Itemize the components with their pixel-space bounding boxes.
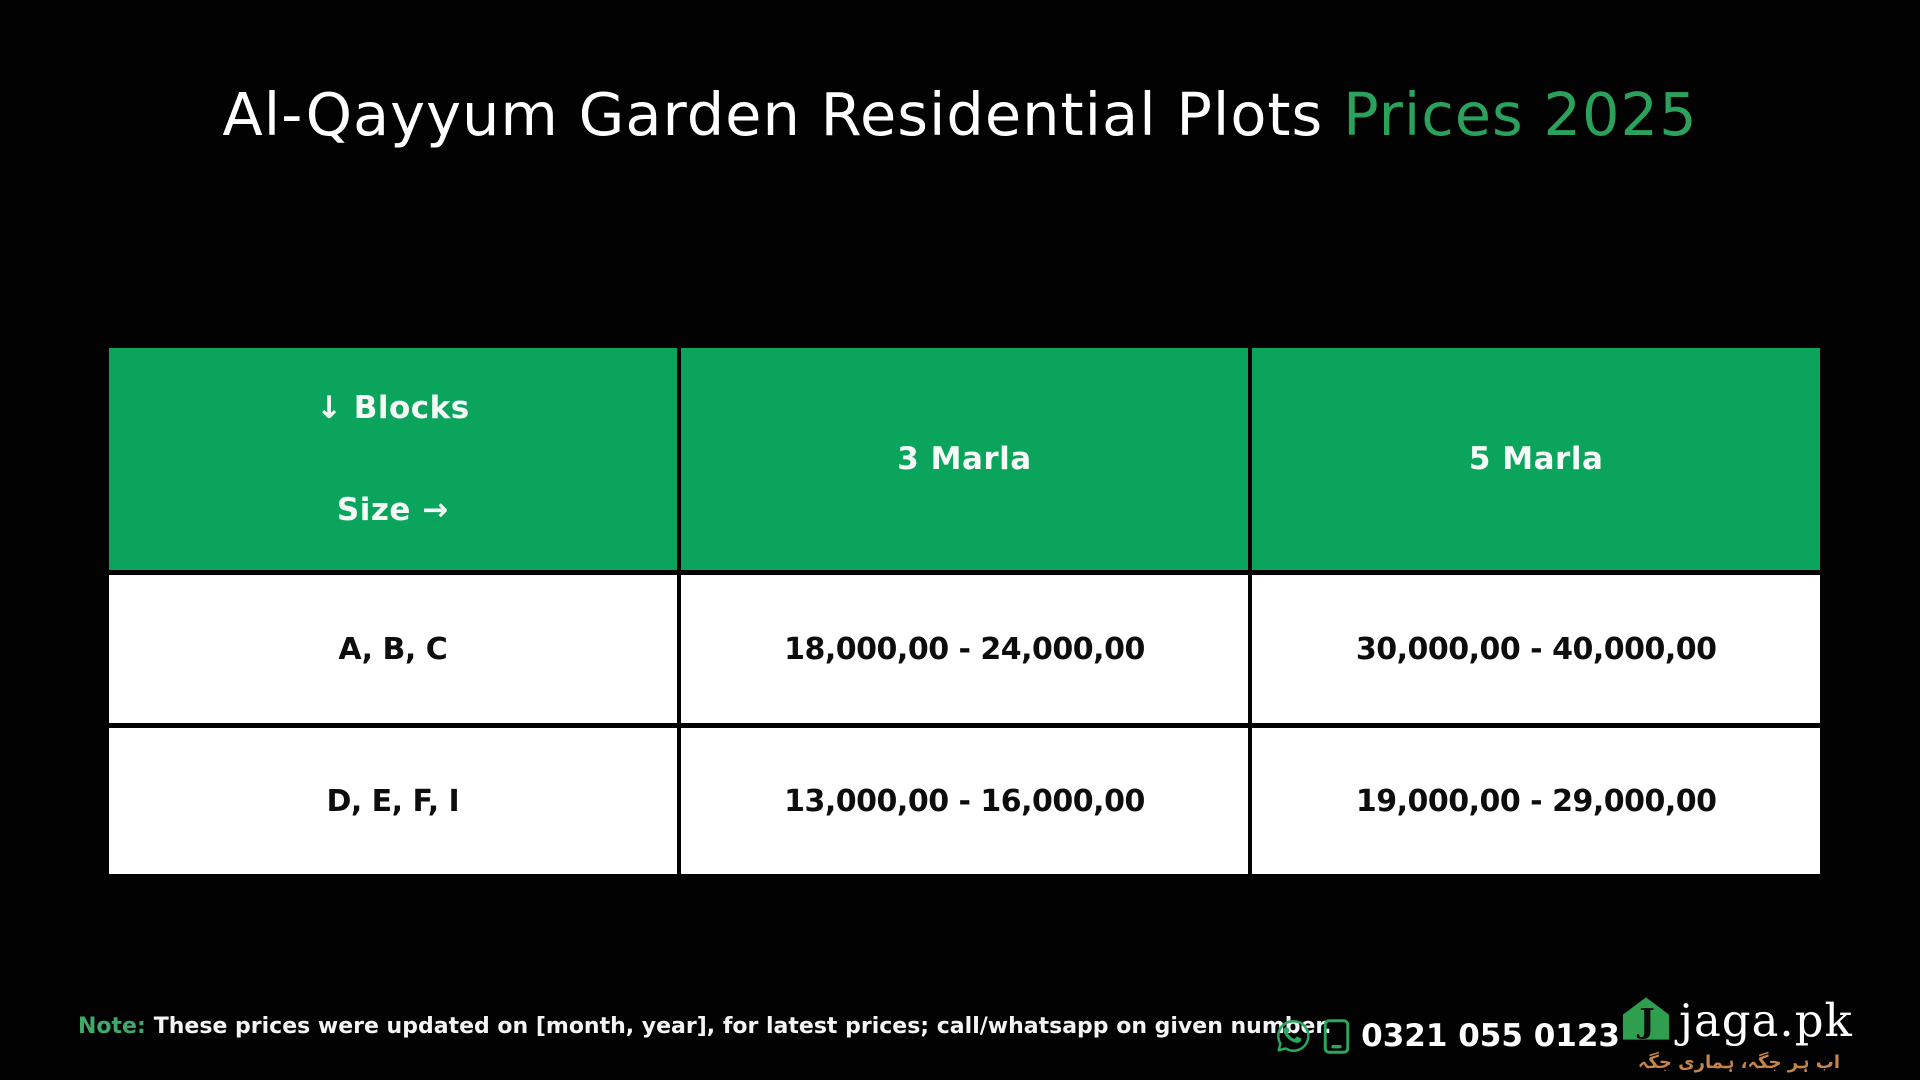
house-logo-icon: J bbox=[1622, 996, 1670, 1045]
row-1-blocks-cell: A, B, C bbox=[109, 575, 677, 723]
row-1-3-marla-price-cell: 18,000,00 - 24,000,00 bbox=[680, 575, 1249, 723]
column-header-5-marla: 5 Marla bbox=[1252, 348, 1820, 570]
brand-tagline-urdu: اب ہر جگہ، ہماری جگہ bbox=[1637, 1052, 1840, 1073]
size-header-label: Size → bbox=[336, 492, 449, 528]
svg-text:J: J bbox=[1636, 1001, 1654, 1040]
row-2-5-marla-price-cell: 19,000,00 - 29,000,00 bbox=[1252, 728, 1820, 874]
page-title: Al-Qayyum Garden Residential Plots Price… bbox=[0, 80, 1920, 149]
price-table: ↓ Blocks Size → 3 Marla 5 Marla A, B, C … bbox=[109, 348, 1820, 874]
contact-block: 0321 055 0123 bbox=[1274, 1010, 1620, 1062]
row-2-blocks-cell: D, E, F, I bbox=[109, 728, 677, 874]
footer-note: Note: These prices were updated on [month… bbox=[78, 1014, 1332, 1039]
row-1-5-marla-price-cell: 30,000,00 - 40,000,00 bbox=[1252, 575, 1820, 723]
blocks-header-label: ↓ Blocks bbox=[315, 390, 470, 426]
mobile-phone-icon bbox=[1323, 1018, 1350, 1055]
whatsapp-icon bbox=[1274, 1017, 1312, 1055]
column-header-3-marla: 3 Marla bbox=[680, 348, 1249, 570]
brand-logo: J jaga.pk اب ہر جگہ، ہماری جگہ bbox=[1622, 996, 1852, 1073]
table-corner-header: ↓ Blocks Size → bbox=[109, 348, 677, 570]
row-2-3-marla-price-cell: 13,000,00 - 16,000,00 bbox=[680, 728, 1249, 874]
brand-name: jaga.pk bbox=[1679, 994, 1853, 1047]
phone-number: 0321 055 0123 bbox=[1361, 1018, 1620, 1054]
page-title-accent: Prices 2025 bbox=[1343, 80, 1698, 149]
page-title-main: Al-Qayyum Garden Residential Plots bbox=[222, 80, 1324, 149]
note-label: Note: bbox=[78, 1014, 146, 1039]
note-text: These prices were updated on [month, yea… bbox=[153, 1014, 1332, 1039]
